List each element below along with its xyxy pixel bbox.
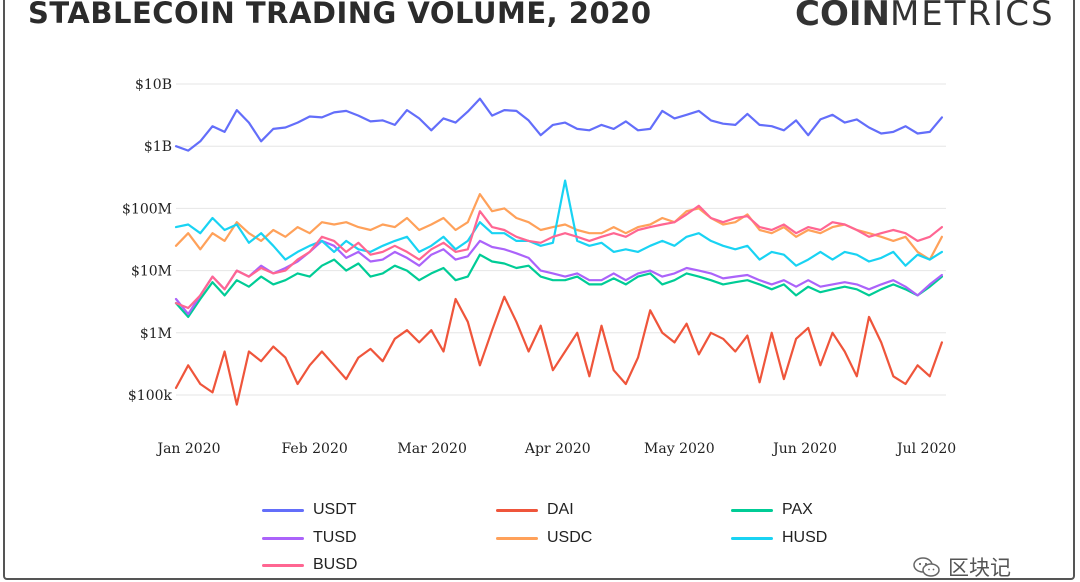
chart-title: STABLECOIN TRADING VOLUME, 2020 <box>28 0 652 30</box>
y-tick-label: $10M <box>131 264 172 280</box>
coinmetrics-logo: COINMETRICS <box>795 0 1055 34</box>
y-tick-label: $10B <box>135 77 172 93</box>
y-tick-label: $1B <box>144 139 172 155</box>
x-tick-label: Mar 2020 <box>397 441 466 457</box>
x-axis-ticks: Jan 2020 Feb 2020 Mar 2020 Apr 2020 May 2020… <box>155 441 956 457</box>
logo-light-text: METRICS <box>889 0 1055 34</box>
y-tick-label: $1M <box>140 326 172 342</box>
y-axis-ticks: $10B $1B $100M $10M $1M $100k <box>122 77 172 404</box>
series-line-usdt <box>174 97 944 152</box>
series-lines <box>174 97 944 406</box>
watermark-text: 区块记 <box>948 556 1011 580</box>
series-line-usdc <box>174 193 944 261</box>
x-tick-label: Jun 2020 <box>771 441 837 457</box>
chart-frame <box>3 0 1075 580</box>
series-line-dai <box>174 295 944 406</box>
y-tick-label: $100k <box>128 388 173 404</box>
x-tick-label: Jan 2020 <box>155 441 220 457</box>
series-line-pax <box>174 253 944 318</box>
x-tick-label: May 2020 <box>644 441 715 457</box>
series-line-busd <box>174 204 944 310</box>
series-line-husd <box>174 179 944 267</box>
x-tick-label: Feb 2020 <box>281 441 347 457</box>
x-tick-label: Apr 2020 <box>524 441 591 457</box>
y-tick-label: $100M <box>122 201 172 217</box>
watermark: 区块记 <box>912 552 1011 582</box>
wechat-icon <box>913 557 940 577</box>
gridlines <box>176 83 946 396</box>
logo-bold-text: COIN <box>795 0 890 34</box>
x-tick-label: Jul 2020 <box>895 441 956 457</box>
